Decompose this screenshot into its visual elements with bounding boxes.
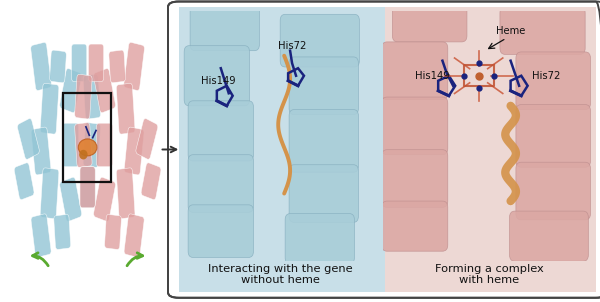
FancyBboxPatch shape (60, 177, 82, 221)
Bar (385, 7, 596, 292)
Text: Forming a complex
with heme: Forming a complex with heme (434, 264, 544, 285)
FancyBboxPatch shape (83, 123, 101, 167)
FancyBboxPatch shape (74, 123, 92, 167)
FancyBboxPatch shape (141, 163, 161, 200)
FancyBboxPatch shape (509, 211, 589, 261)
FancyBboxPatch shape (392, 4, 467, 42)
FancyBboxPatch shape (382, 97, 448, 155)
FancyBboxPatch shape (136, 118, 158, 159)
FancyBboxPatch shape (382, 150, 448, 207)
FancyBboxPatch shape (109, 50, 125, 83)
FancyBboxPatch shape (88, 44, 104, 82)
FancyBboxPatch shape (17, 118, 40, 159)
FancyBboxPatch shape (40, 83, 59, 134)
FancyBboxPatch shape (50, 50, 67, 83)
FancyBboxPatch shape (516, 104, 590, 167)
FancyBboxPatch shape (516, 162, 590, 220)
Text: His149: His149 (415, 71, 449, 81)
FancyBboxPatch shape (80, 167, 95, 208)
FancyBboxPatch shape (116, 168, 135, 219)
Text: Interacting with the gene
without heme: Interacting with the gene without heme (208, 264, 353, 285)
Text: His72: His72 (532, 71, 560, 81)
FancyBboxPatch shape (285, 214, 355, 264)
FancyBboxPatch shape (124, 42, 145, 91)
Text: His72: His72 (278, 41, 306, 51)
FancyBboxPatch shape (184, 46, 250, 106)
FancyBboxPatch shape (168, 2, 600, 298)
FancyBboxPatch shape (116, 83, 135, 134)
FancyBboxPatch shape (62, 123, 79, 167)
FancyBboxPatch shape (94, 177, 115, 221)
FancyBboxPatch shape (31, 127, 51, 175)
FancyBboxPatch shape (382, 42, 448, 100)
FancyBboxPatch shape (83, 74, 101, 119)
FancyBboxPatch shape (94, 69, 115, 113)
FancyBboxPatch shape (500, 7, 585, 54)
FancyBboxPatch shape (289, 110, 358, 172)
Bar (179, 7, 385, 292)
Text: Heme: Heme (496, 26, 525, 36)
FancyBboxPatch shape (14, 163, 34, 200)
FancyBboxPatch shape (124, 127, 144, 175)
FancyBboxPatch shape (54, 214, 71, 249)
FancyBboxPatch shape (40, 168, 59, 219)
FancyBboxPatch shape (188, 155, 253, 212)
FancyBboxPatch shape (280, 14, 359, 67)
Ellipse shape (79, 150, 88, 159)
Ellipse shape (78, 139, 97, 156)
FancyBboxPatch shape (190, 5, 259, 51)
FancyBboxPatch shape (31, 42, 52, 91)
FancyBboxPatch shape (31, 214, 51, 257)
FancyBboxPatch shape (289, 165, 358, 222)
FancyBboxPatch shape (80, 167, 95, 208)
FancyBboxPatch shape (97, 123, 113, 167)
FancyBboxPatch shape (289, 57, 358, 114)
FancyBboxPatch shape (188, 205, 253, 258)
FancyBboxPatch shape (71, 44, 87, 82)
FancyBboxPatch shape (382, 201, 448, 251)
Text: His149: His149 (201, 76, 236, 86)
FancyBboxPatch shape (188, 101, 253, 161)
FancyBboxPatch shape (124, 214, 144, 257)
FancyBboxPatch shape (74, 74, 92, 119)
FancyBboxPatch shape (104, 214, 121, 249)
FancyBboxPatch shape (60, 69, 82, 113)
FancyBboxPatch shape (516, 52, 590, 110)
